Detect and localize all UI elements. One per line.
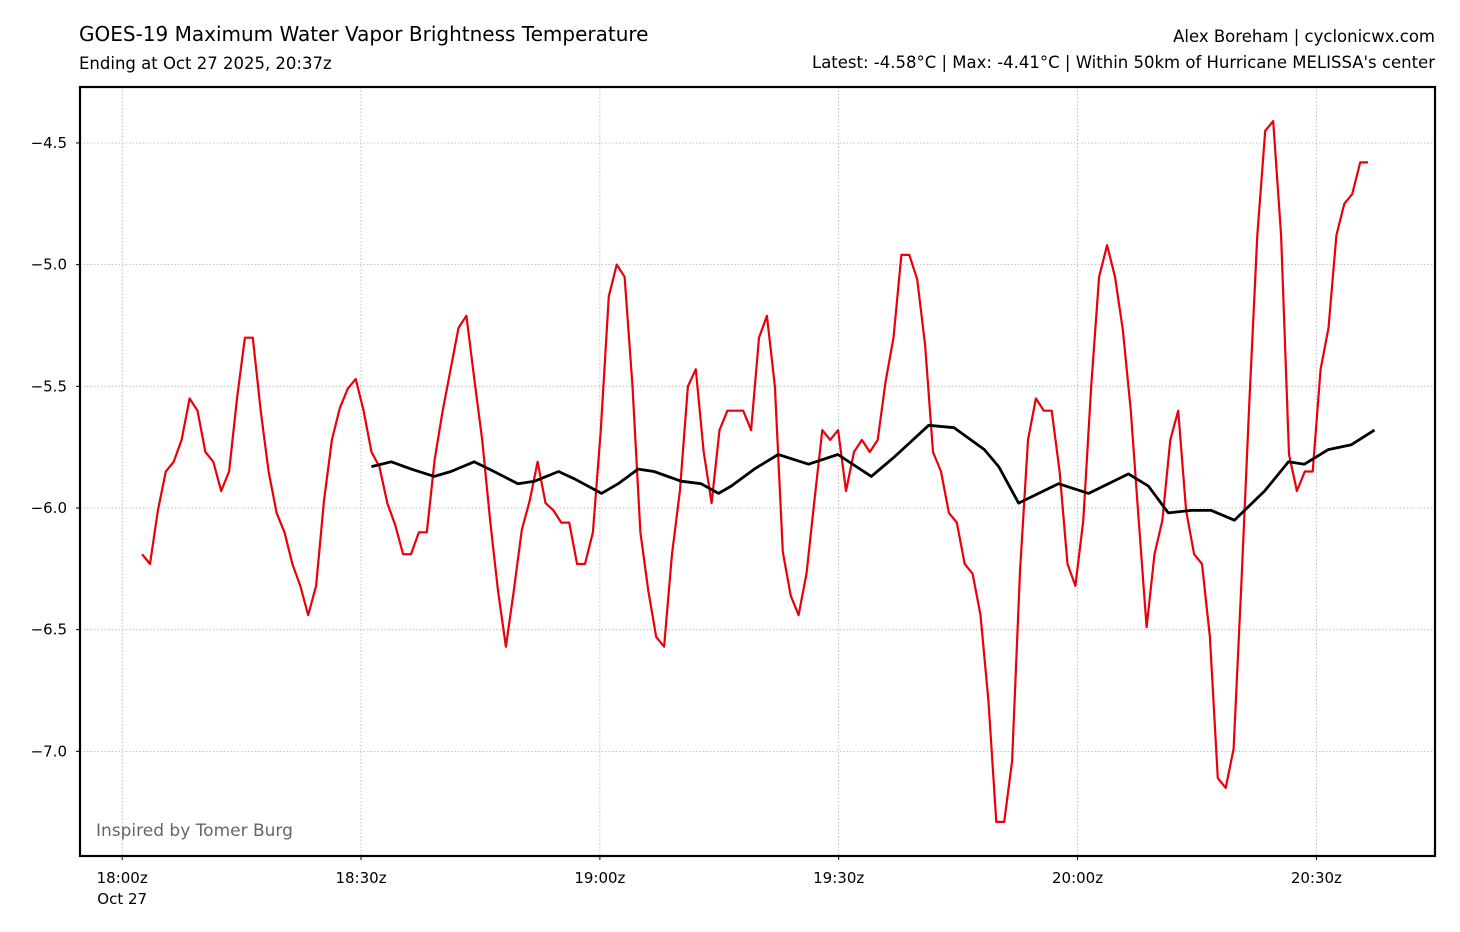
- plot-frame: [78, 85, 1437, 858]
- x-tick-label: 20:00z: [1052, 869, 1103, 887]
- series-line-brightness-temp: [141, 120, 1369, 823]
- watermark-annotation: Inspired by Tomer Burg: [96, 821, 293, 841]
- x-axis: 18:00z Oct 27 18:30z 19:00z 19:30z 20:00z 20:3…: [97, 856, 1342, 908]
- x-tick-sublabel: Oct 27: [97, 890, 147, 908]
- y-tick-label: −4.5: [31, 134, 67, 152]
- x-tick-label: 19:30z: [813, 869, 864, 887]
- grid-lines: [80, 87, 1435, 856]
- y-tick-label: −7.0: [31, 742, 67, 760]
- y-tick-label: −5.0: [31, 256, 67, 274]
- y-axis: −4.5 −5.0 −5.5 −6.0 −6.5 −7.0: [31, 134, 80, 760]
- stats-summary: Latest: -4.58°C | Max: -4.41°C | Within …: [812, 53, 1435, 72]
- y-tick-label: −5.5: [31, 377, 67, 395]
- y-tick-label: −6.5: [31, 621, 67, 639]
- x-tick-label: 19:00z: [574, 869, 625, 887]
- chart-title: GOES-19 Maximum Water Vapor Brightness T…: [79, 22, 649, 46]
- chart-subtitle: Ending at Oct 27 2025, 20:37z: [79, 54, 332, 73]
- x-tick-label: 20:30z: [1291, 869, 1342, 887]
- y-tick-label: −6.0: [31, 499, 67, 517]
- x-tick-label: 18:00z: [97, 869, 148, 887]
- x-tick-label: 18:30z: [335, 869, 386, 887]
- series-line-smoothed-mean: [371, 423, 1376, 522]
- author-credit: Alex Boreham | cyclonicwx.com: [1173, 27, 1435, 46]
- series-group: [141, 120, 1376, 823]
